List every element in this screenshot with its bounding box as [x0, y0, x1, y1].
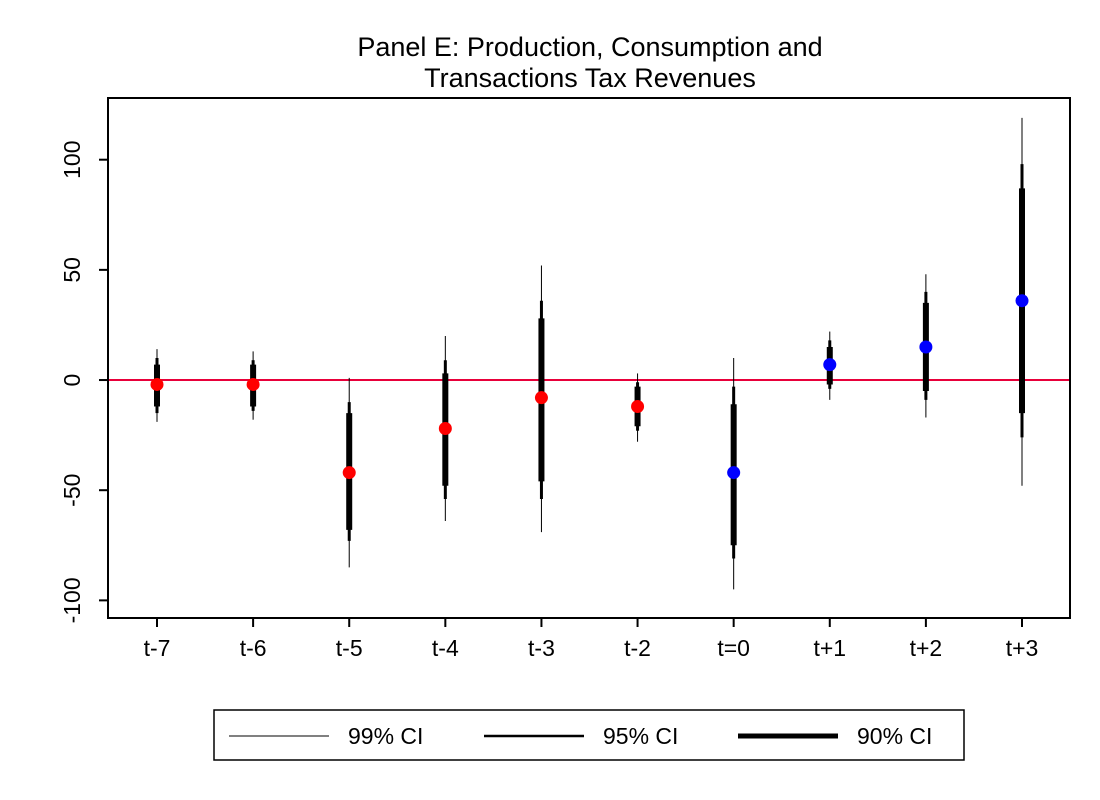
y-tick-label: -100: [59, 577, 85, 623]
point-estimate: [1015, 294, 1029, 308]
x-tick-label: t-6: [240, 635, 267, 661]
x-tick-label: t-4: [432, 635, 459, 661]
point-estimate: [150, 377, 164, 391]
x-tick-label: t+3: [1006, 635, 1039, 661]
x-tick-label: t+2: [910, 635, 943, 661]
legend-box: [213, 709, 965, 761]
point-estimate: [823, 358, 837, 372]
y-tick-label: 50: [59, 257, 85, 283]
point-estimate: [919, 340, 933, 354]
x-tick-label: t-3: [528, 635, 555, 661]
point-estimate: [631, 399, 645, 413]
point-estimate: [727, 466, 741, 480]
x-tick-label: t-7: [144, 635, 171, 661]
legend-label: 90% CI: [857, 723, 932, 749]
legend: 99% CI 95% CI 90% CI: [213, 709, 965, 761]
point-estimate: [438, 422, 452, 436]
y-tick-label: -50: [59, 474, 85, 507]
x-tick-label: t+1: [813, 635, 846, 661]
point-estimate: [534, 391, 548, 405]
x-tick-label: t-5: [336, 635, 363, 661]
chart-title-line-1: Panel E: Production, Consumption and: [357, 32, 822, 62]
y-tick-label: 100: [59, 141, 85, 179]
x-tick-label: t=0: [717, 635, 750, 661]
plot-frame: [107, 97, 1071, 619]
legend-label: 99% CI: [348, 723, 423, 749]
point-estimate: [246, 377, 260, 391]
legend-label: 95% CI: [603, 723, 678, 749]
point-estimate: [342, 466, 356, 480]
x-tick-label: t-2: [624, 635, 651, 661]
plot-area: 100 50 0 -50 -100 t-7 t-6 t-5 t-4 t-3 t-2 t=0 t+1 t+2…: [59, 97, 1071, 661]
chart-title-line-2: Transactions Tax Revenues: [424, 63, 756, 93]
y-tick-label: 0: [59, 374, 85, 387]
